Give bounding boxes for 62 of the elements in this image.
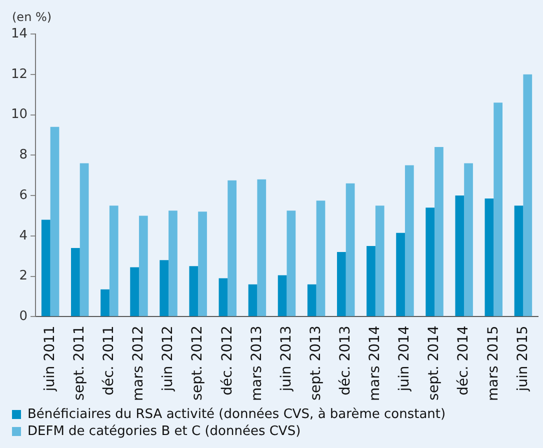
bar (286, 210, 296, 316)
x-tick-label: mars 2015 (485, 326, 502, 402)
bar (375, 206, 384, 316)
bar (464, 163, 473, 316)
bar (80, 163, 89, 316)
y-axis-title: (en %) (12, 10, 52, 24)
bar (160, 260, 169, 316)
x-tick-label: sept. 2013 (308, 326, 324, 400)
x-tick-label: déc. 2013 (338, 326, 354, 396)
x-tick-label: sept. 2012 (190, 326, 206, 400)
bar (426, 208, 435, 316)
legend-label: Bénéficiaires du RSA activité (données CVS, à barème constant) (28, 406, 446, 422)
bar (248, 284, 258, 316)
bar (130, 267, 139, 316)
bar (346, 183, 355, 316)
y-tick-label: 2 (19, 268, 28, 284)
bar (366, 246, 376, 316)
y-tick-label: 4 (19, 228, 28, 244)
y-tick-label: 12 (10, 66, 28, 82)
bar (168, 210, 178, 316)
y-tick-label: 8 (19, 148, 28, 163)
y-tick-label: 6 (19, 188, 28, 203)
bar (523, 74, 532, 316)
x-tick-label: mars 2012 (130, 326, 147, 402)
x-tick-label: juin 2014 (396, 326, 413, 392)
bar (337, 252, 346, 316)
bar (189, 266, 198, 316)
x-tick-label: juin 2013 (278, 326, 294, 392)
x-tick-label: déc. 2012 (219, 326, 236, 396)
x-tick-label: déc. 2011 (101, 326, 118, 396)
bar (71, 248, 80, 316)
x-tick-label: sept. 2014 (426, 326, 442, 400)
y-tick-label: 0 (19, 309, 28, 324)
x-tick-label: mars 2014 (367, 326, 384, 402)
bar (404, 165, 414, 316)
bar (138, 216, 148, 316)
bar (41, 220, 50, 316)
x-tick-label: déc. 2014 (456, 326, 472, 396)
bar (198, 212, 207, 316)
bar (50, 126, 60, 316)
bar (396, 232, 405, 316)
bar (257, 179, 266, 316)
bar (278, 275, 287, 316)
x-tick-label: juin 2011 (42, 326, 58, 392)
bar (218, 278, 228, 316)
bar (228, 180, 237, 316)
bar (307, 284, 316, 316)
bar (455, 196, 464, 316)
bar (494, 102, 503, 316)
x-tick-label: mars 2013 (248, 326, 265, 402)
y-tick-label: 14 (10, 26, 28, 42)
bar (109, 206, 118, 316)
legend-label: DEFM de catégories B et C (données CVS) (28, 424, 301, 439)
x-tick-label: juin 2012 (160, 326, 176, 392)
bar (100, 289, 110, 316)
bar (484, 198, 494, 316)
bar (514, 206, 524, 316)
x-tick-label: sept. 2011 (72, 326, 88, 400)
bar (434, 147, 444, 316)
y-tick-label: 10 (10, 107, 28, 122)
bar (316, 200, 326, 316)
x-tick-label: juin 2015 (514, 326, 531, 392)
